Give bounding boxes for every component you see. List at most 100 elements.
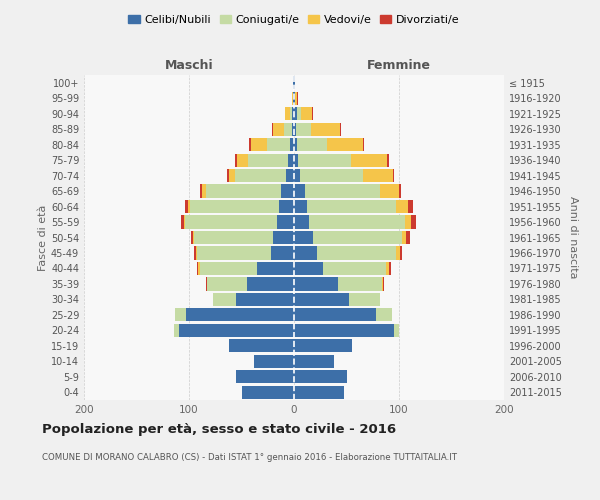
Bar <box>292 122 294 136</box>
Bar <box>294 370 347 384</box>
Bar <box>410 216 416 228</box>
Bar <box>301 169 364 182</box>
Bar <box>293 92 294 105</box>
Bar <box>292 107 294 120</box>
Bar <box>184 216 185 228</box>
Bar <box>288 154 294 166</box>
Bar <box>297 92 298 105</box>
Bar <box>294 278 338 290</box>
Bar <box>364 169 392 182</box>
Bar <box>236 293 294 306</box>
Bar <box>197 246 271 260</box>
Bar <box>402 231 406 244</box>
Bar <box>326 138 364 151</box>
Bar <box>294 184 305 198</box>
Bar <box>229 340 294 352</box>
Bar <box>376 308 392 322</box>
Legend: Celibi/Nubili, Coniugati/e, Vedovi/e, Divorziati/e: Celibi/Nubili, Coniugati/e, Vedovi/e, Di… <box>124 10 464 29</box>
Y-axis label: Anni di nascita: Anni di nascita <box>568 196 578 279</box>
Bar <box>241 386 294 399</box>
Bar <box>406 216 410 228</box>
Bar <box>206 184 281 198</box>
Bar <box>188 200 190 213</box>
Bar <box>399 184 401 198</box>
Bar <box>396 246 400 260</box>
Bar <box>294 246 317 260</box>
Bar <box>409 200 413 213</box>
Y-axis label: Fasce di età: Fasce di età <box>38 204 48 270</box>
Bar <box>190 200 280 213</box>
Bar <box>284 122 292 136</box>
Bar <box>294 386 344 399</box>
Bar <box>199 262 257 275</box>
Bar <box>294 262 323 275</box>
Bar <box>338 278 382 290</box>
Bar <box>382 278 383 290</box>
Bar <box>249 138 251 151</box>
Bar <box>392 169 394 182</box>
Bar <box>207 278 247 290</box>
Bar <box>294 92 295 105</box>
Bar <box>213 293 236 306</box>
Text: Popolazione per età, sesso e stato civile - 2016: Popolazione per età, sesso e stato civil… <box>42 422 396 436</box>
Bar <box>235 169 286 182</box>
Bar <box>191 231 193 244</box>
Bar <box>294 340 352 352</box>
Bar <box>266 138 290 151</box>
Bar <box>294 76 295 90</box>
Bar <box>406 231 409 244</box>
Bar <box>294 324 394 337</box>
Bar <box>400 246 402 260</box>
Bar <box>307 200 396 213</box>
Bar <box>273 122 284 136</box>
Bar <box>229 169 235 182</box>
Bar <box>312 107 313 120</box>
Bar <box>297 107 301 120</box>
Bar <box>199 184 202 198</box>
Bar <box>290 138 294 151</box>
Bar <box>317 246 396 260</box>
Bar <box>281 184 294 198</box>
Bar <box>340 122 341 136</box>
Bar <box>235 154 238 166</box>
Bar <box>388 154 389 166</box>
Bar <box>350 154 388 166</box>
Bar <box>294 107 297 120</box>
Bar <box>389 262 391 275</box>
Bar <box>297 138 326 151</box>
Bar <box>294 354 334 368</box>
Text: COMUNE DI MORANO CALABRO (CS) - Dati ISTAT 1° gennaio 2016 - Elaborazione TUTTAI: COMUNE DI MORANO CALABRO (CS) - Dati IST… <box>42 452 457 462</box>
Bar <box>290 107 292 120</box>
Bar <box>248 154 288 166</box>
Bar <box>296 122 311 136</box>
Text: Femmine: Femmine <box>367 59 431 72</box>
Bar <box>202 184 206 198</box>
Bar <box>206 278 207 290</box>
Bar <box>272 122 273 136</box>
Bar <box>284 107 290 120</box>
Bar <box>273 231 294 244</box>
Bar <box>295 92 297 105</box>
Bar <box>294 308 376 322</box>
Bar <box>227 169 229 182</box>
Bar <box>294 122 296 136</box>
Bar <box>311 122 340 136</box>
Bar <box>298 154 350 166</box>
Bar <box>386 262 389 275</box>
Bar <box>294 293 349 306</box>
Bar <box>294 231 313 244</box>
Bar <box>293 76 294 90</box>
Bar <box>309 216 406 228</box>
Bar <box>254 354 294 368</box>
Bar <box>277 216 294 228</box>
Bar <box>186 308 294 322</box>
Text: Maschi: Maschi <box>164 59 214 72</box>
Bar <box>196 246 197 260</box>
Bar <box>194 231 273 244</box>
Bar <box>181 216 184 228</box>
Bar <box>238 154 248 166</box>
Bar <box>280 200 294 213</box>
Bar <box>313 231 402 244</box>
Bar <box>301 107 312 120</box>
Bar <box>197 262 199 275</box>
